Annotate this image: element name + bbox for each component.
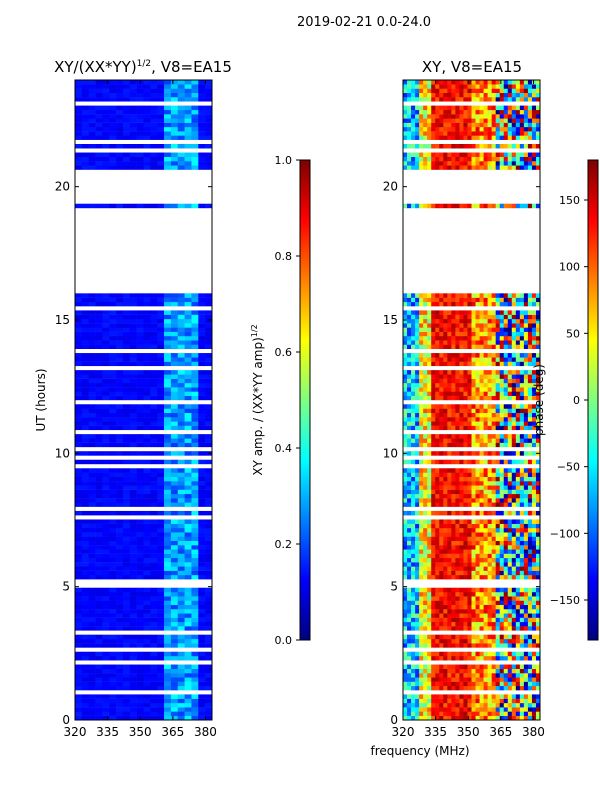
phase-x-axis: 320 335 350 365 380 xyxy=(392,80,545,739)
amp-colorbar-gradient xyxy=(300,160,310,640)
y-tick-label: 10 xyxy=(55,446,70,460)
colorbar-tick-label: 0.0 xyxy=(275,634,293,647)
x-tick-label: 335 xyxy=(96,725,119,739)
amp-colorbar-ticks: 0.0 0.2 0.4 0.6 0.8 1.0 xyxy=(275,154,300,647)
phase-colorbar-label: phase (deg) xyxy=(532,364,546,436)
phase-heatmap xyxy=(403,80,541,721)
amp-x-axis: 320 335 350 365 380 xyxy=(64,80,217,739)
y-tick-label: 15 xyxy=(383,313,398,327)
x-tick-label: 320 xyxy=(64,725,87,739)
amp-y-axis: 0 5 10 15 20 xyxy=(55,180,212,727)
y-tick-label: 0 xyxy=(62,713,70,727)
phase-plot-frame xyxy=(402,79,541,721)
y-tick-label: 20 xyxy=(55,180,70,194)
colorbar-tick-label: 0.2 xyxy=(275,538,293,551)
colorbar-tick-label: −150 xyxy=(550,594,580,607)
phase-colorbar-gradient xyxy=(588,160,598,640)
colorbar-tick-label: 150 xyxy=(559,194,580,207)
amp-colorbar: 0.0 0.2 0.4 0.6 0.8 1.0 XY amp. / (XX*YY amp)… xyxy=(250,154,311,647)
amp-cb-label-main: XY amp. / (XX*YY amp) xyxy=(251,337,265,475)
x-tick-label: 380 xyxy=(522,725,545,739)
y-tick-label: 20 xyxy=(383,180,398,194)
amp-heatmap xyxy=(75,80,213,721)
y-tick-label: 15 xyxy=(55,313,70,327)
colorbar-tick-label: 0 xyxy=(573,394,580,407)
amp-title-main: XY/(XX*YY) xyxy=(54,58,137,76)
colorbar-tick-label: −50 xyxy=(557,461,580,474)
x-tick-label: 365 xyxy=(489,725,512,739)
amp-colorbar-label: XY amp. / (XX*YY amp)1/2 xyxy=(250,324,265,475)
amp-title-exp: 1/2 xyxy=(137,59,151,69)
amp-plot-frame xyxy=(74,79,213,721)
x-tick-label: 380 xyxy=(194,725,217,739)
amp-panel-title: XY/(XX*YY)1/2, V8=EA15 xyxy=(54,58,232,76)
colorbar-tick-label: −100 xyxy=(550,527,580,540)
figure-suptitle: 2019-02-21 0.0-24.0 xyxy=(297,15,431,30)
phase-panel-title: XY, V8=EA15 xyxy=(422,58,522,76)
colorbar-tick-label: 0.6 xyxy=(275,346,293,359)
amp-cb-label-exp: 1/2 xyxy=(250,324,259,337)
phase-panel: XY, V8=EA15 320 335 350 365 380 0 5 10 15 20 fre… xyxy=(370,58,544,758)
y-tick-label: 10 xyxy=(383,446,398,460)
y-tick-label: 5 xyxy=(62,580,70,594)
x-tick-label: 350 xyxy=(129,725,152,739)
phase-y-axis: 0 5 10 15 20 xyxy=(383,180,540,727)
x-tick-label: 365 xyxy=(161,725,184,739)
x-tick-label: 350 xyxy=(457,725,480,739)
colorbar-tick-label: 0.4 xyxy=(275,442,293,455)
phase-x-axis-label: frequency (MHz) xyxy=(370,744,469,758)
y-tick-label: 0 xyxy=(390,713,398,727)
phase-colorbar-ticks: −150 −100 −50 0 50 100 150 xyxy=(550,194,588,607)
colorbar-tick-label: 0.8 xyxy=(275,250,293,263)
colorbar-tick-label: 50 xyxy=(566,327,580,340)
colorbar-tick-label: 1.0 xyxy=(275,154,293,167)
amp-title-tail: , V8=EA15 xyxy=(151,58,232,76)
amp-y-axis-label: UT (hours) xyxy=(34,368,48,431)
x-tick-label: 320 xyxy=(392,725,415,739)
y-tick-label: 5 xyxy=(390,580,398,594)
amp-panel: XY/(XX*YY)1/2, V8=EA15 320 335 350 365 380 0… xyxy=(34,58,232,739)
phase-colorbar: −150 −100 −50 0 50 100 150 phase (deg) xyxy=(532,159,599,641)
colorbar-tick-label: 100 xyxy=(559,261,580,274)
x-tick-label: 335 xyxy=(424,725,447,739)
amp-colorbar-frame xyxy=(299,159,311,641)
